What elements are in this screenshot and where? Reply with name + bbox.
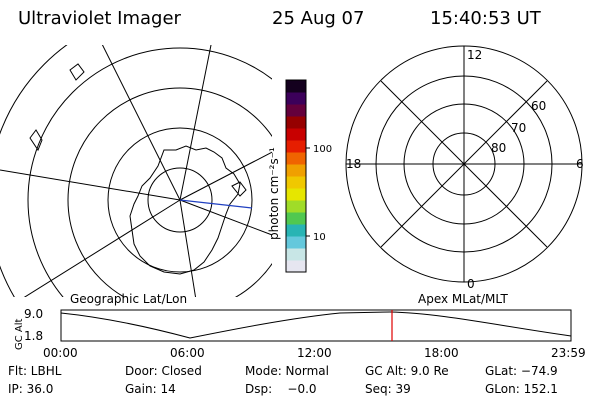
right-panel-label: Apex MLat/MLT <box>418 292 508 306</box>
altitude-plot: GC Alt 9.0 1.8 00:00 06:00 12:00 18:00 2… <box>14 307 586 360</box>
colorbar-cell <box>286 200 306 213</box>
lon-line <box>0 169 181 201</box>
ip-info: IP: 36.0 <box>8 382 53 396</box>
lat-circle <box>107 127 253 273</box>
instrument-title: Ultraviolet Imager <box>18 8 182 29</box>
colorbar-cell <box>286 104 306 117</box>
glon-info: GLon: 152.1 <box>485 382 558 396</box>
coastline-fragment <box>69 63 85 81</box>
colorbar-scale <box>286 80 306 273</box>
door-info: Door: Closed <box>125 364 202 378</box>
altitude-ytick: 1.8 <box>24 329 43 343</box>
mlt-label-left: 18 <box>346 157 361 171</box>
lat-circle <box>27 47 272 297</box>
sun-direction-line <box>179 199 253 209</box>
lon-line <box>179 199 197 297</box>
colorbar-cell <box>286 140 306 153</box>
colorbar-cell <box>286 260 306 273</box>
dsp-info: Dsp: −0.0 <box>245 382 317 396</box>
lon-line <box>179 45 212 201</box>
geographic-map <box>0 45 272 297</box>
gc-alt-info: GC Alt: 9.0 Re <box>365 364 449 378</box>
mlt-diagonal <box>380 80 548 248</box>
mlt-label-bottom: 0 <box>467 277 475 291</box>
status-info: Flt: LBHL Door: Closed Mode: Normal GC A… <box>8 364 558 396</box>
colorbar: 100 10 photon cm⁻²s⁻¹ <box>267 79 332 273</box>
mlt-polar-plot <box>345 45 583 283</box>
colorbar-cell <box>286 152 306 165</box>
lat-circle <box>67 87 272 297</box>
observation-date: 25 Aug 07 <box>272 8 364 29</box>
altitude-plot-frame <box>60 309 572 342</box>
altitude-curve <box>389 311 572 337</box>
colorbar-cell <box>286 128 306 141</box>
altitude-curve <box>60 311 391 339</box>
lon-line <box>23 199 181 297</box>
lon-line <box>101 45 181 201</box>
coastline-fragment <box>29 129 43 152</box>
time-tick-label: 18:00 <box>424 346 459 360</box>
lon-line <box>179 151 272 201</box>
time-tick-label: 23:59 <box>551 346 586 360</box>
colorbar-tick-label: 10 <box>313 232 326 243</box>
colorbar-cell <box>286 212 306 225</box>
lat-circle <box>0 45 68 297</box>
observation-time: 15:40:53 UT <box>430 8 542 29</box>
antarctica-coastline <box>129 145 241 275</box>
altitude-ylabel: GC Alt <box>14 318 25 350</box>
mlat-label: 70 <box>511 121 526 135</box>
colorbar-cell <box>286 224 306 237</box>
mode-info: Mode: Normal <box>245 364 329 378</box>
gain-info: Gain: 14 <box>125 382 176 396</box>
mlat-label: 80 <box>491 141 506 155</box>
colorbar-cell <box>286 176 306 189</box>
colorbar-frame <box>285 79 307 273</box>
mlt-label-top: 12 <box>467 48 482 62</box>
colorbar-tick-label: 100 <box>313 144 332 155</box>
colorbar-cell <box>286 236 306 249</box>
mlt-label-right: 6 <box>576 157 584 171</box>
seq-info: Seq: 39 <box>365 382 411 396</box>
colorbar-cell <box>286 80 306 93</box>
colorbar-cell <box>286 188 306 201</box>
coastline-fragment <box>231 181 247 197</box>
colorbar-cell <box>286 248 306 261</box>
glat-info: GLat: −74.9 <box>485 364 558 378</box>
time-tick-label: 00:00 <box>43 346 78 360</box>
time-tick-label: 06:00 <box>170 346 205 360</box>
colorbar-unit-label: photon cm⁻²s⁻¹ <box>267 147 281 240</box>
colorbar-cell <box>286 92 306 105</box>
filter-info: Flt: LBHL <box>8 364 62 378</box>
mlat-label: 60 <box>531 99 546 113</box>
left-panel-label: Geographic Lat/Lon <box>70 292 187 306</box>
colorbar-cell <box>286 116 306 129</box>
altitude-ytick: 9.0 <box>24 307 43 321</box>
lon-line <box>179 199 272 236</box>
colorbar-cell <box>286 164 306 177</box>
lat-circle <box>147 167 213 233</box>
time-tick-label: 12:00 <box>297 346 332 360</box>
